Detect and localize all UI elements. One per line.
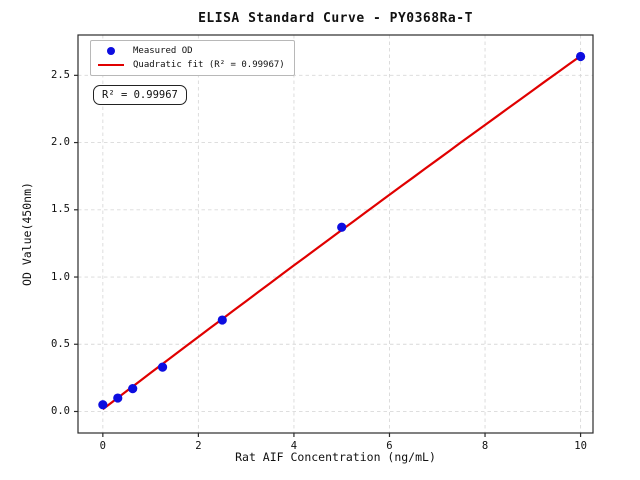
data-point (113, 393, 123, 403)
fit-line-icon (98, 64, 124, 66)
y-tick-label: 1.5 (51, 203, 70, 216)
y-tick-label: 1.0 (51, 270, 70, 283)
legend-item-quadratic-fit: Quadratic fit (R² = 0.99967) (98, 60, 285, 70)
x-axis-label: Rat AIF Concentration (ng/mL) (235, 450, 436, 464)
x-tick-label: 0 (99, 440, 106, 452)
measured-od-dot-icon (98, 47, 124, 55)
fit-line (102, 55, 582, 411)
y-tick-label: 0.5 (51, 337, 70, 350)
legend-label-measured-od: Measured OD (133, 46, 193, 56)
data-point (157, 362, 168, 372)
data-point (128, 384, 138, 394)
data-point (337, 222, 347, 232)
legend-item-measured-od: Measured OD (98, 46, 285, 56)
x-tick-label: 6 (386, 440, 393, 452)
x-tick-label: 2 (195, 440, 202, 452)
legend-label-quadratic-fit: Quadratic fit (R² = 0.99967) (133, 60, 285, 70)
y-tick-label: 2.0 (51, 136, 70, 149)
y-axis-label: OD Value(450nm) (20, 182, 34, 286)
data-point (575, 51, 586, 62)
chart-title: ELISA Standard Curve - PY0368Ra-T (198, 11, 473, 26)
axes-spines (77, 34, 594, 434)
x-tick-label: 8 (481, 440, 489, 452)
data-point (217, 315, 227, 325)
y-tick-label: 2.5 (51, 68, 70, 81)
y-tick-label: 0.0 (51, 404, 70, 417)
r-squared-annotation: R² = 0.99967 (93, 85, 187, 105)
x-tick-label: 10 (574, 440, 587, 452)
x-tick-label: 4 (290, 440, 298, 452)
legend: Measured OD Quadratic fit (R² = 0.99967) (90, 40, 295, 76)
data-point (98, 400, 108, 410)
